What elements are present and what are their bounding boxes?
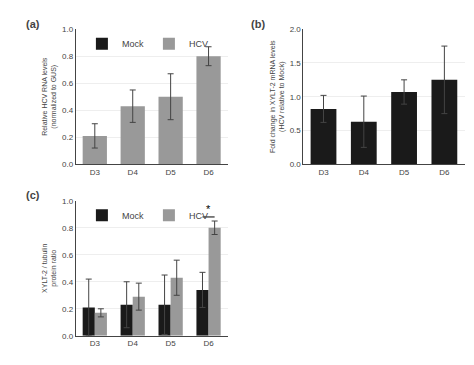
svg-text:0.0: 0.0 (62, 160, 74, 169)
svg-text:XYLT-2 / tubulinprotein ratio: XYLT-2 / tubulinprotein ratio (41, 244, 58, 293)
svg-text:Relative HCV RNA levels(normal: Relative HCV RNA levels(normalized to GU… (41, 57, 58, 136)
svg-text:1.0: 1.0 (62, 25, 74, 34)
svg-text:*: * (206, 203, 211, 215)
svg-text:0.2: 0.2 (62, 305, 74, 314)
svg-text:0.0: 0.0 (62, 332, 74, 341)
svg-text:D6: D6 (203, 168, 214, 177)
svg-text:D4: D4 (128, 168, 139, 177)
svg-text:1.0: 1.0 (62, 197, 74, 206)
svg-text:(a): (a) (26, 18, 40, 30)
svg-text:0.8: 0.8 (62, 224, 74, 233)
svg-text:0.6: 0.6 (62, 251, 74, 260)
svg-text:HCV: HCV (189, 211, 208, 221)
svg-text:0.4: 0.4 (62, 278, 74, 287)
svg-text:D5: D5 (166, 339, 177, 348)
svg-text:D4: D4 (128, 339, 139, 348)
svg-text:Mock: Mock (122, 39, 144, 49)
svg-text:D5: D5 (399, 168, 410, 177)
svg-text:0.5: 0.5 (290, 126, 302, 135)
svg-text:D6: D6 (203, 339, 214, 348)
svg-text:D3: D3 (90, 168, 101, 177)
svg-text:HCV: HCV (189, 39, 208, 49)
svg-text:Fold change in XYLT-2 mRNA lev: Fold change in XYLT-2 mRNA levels(HCV re… (269, 40, 286, 153)
svg-text:D3: D3 (90, 339, 101, 348)
svg-text:D4: D4 (359, 168, 370, 177)
svg-text:0.6: 0.6 (62, 79, 74, 88)
svg-text:D6: D6 (439, 168, 450, 177)
svg-text:(c): (c) (26, 189, 40, 201)
svg-text:0.8: 0.8 (62, 52, 74, 61)
svg-text:1.5: 1.5 (290, 59, 302, 68)
svg-text:D3: D3 (318, 168, 329, 177)
svg-text:Mock: Mock (122, 211, 144, 221)
svg-text:(b): (b) (251, 18, 265, 30)
svg-text:0.0: 0.0 (290, 160, 302, 169)
svg-text:0.2: 0.2 (62, 133, 74, 142)
svg-text:2.0: 2.0 (290, 25, 302, 34)
svg-text:D5: D5 (166, 168, 177, 177)
svg-text:0.4: 0.4 (62, 106, 74, 115)
svg-text:1.0: 1.0 (290, 93, 302, 102)
